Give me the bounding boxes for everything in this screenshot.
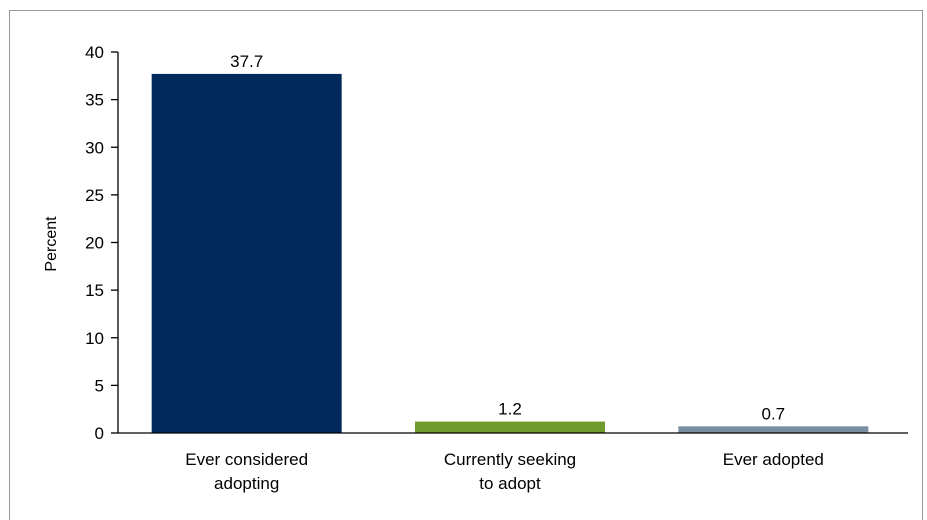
y-tick-label: 35 bbox=[85, 91, 104, 110]
x-category-label: Currently seeking bbox=[444, 450, 576, 469]
y-tick-label: 5 bbox=[95, 376, 104, 395]
bar bbox=[678, 426, 869, 433]
x-category-label: Ever adopted bbox=[723, 450, 824, 469]
y-tick-label: 20 bbox=[85, 234, 104, 253]
x-category-label: to adopt bbox=[479, 474, 541, 493]
bar bbox=[151, 73, 342, 433]
x-category-label: Ever considered bbox=[185, 450, 308, 469]
bars: 37.7 1.2 0.7 bbox=[151, 52, 869, 433]
chart-frame bbox=[9, 10, 923, 520]
y-tick-label: 0 bbox=[95, 424, 104, 443]
bar-value-label: 0.7 bbox=[762, 404, 786, 423]
bar-value-label: 1.2 bbox=[498, 400, 522, 419]
y-tick-label: 30 bbox=[85, 138, 104, 157]
x-axis: Ever considered adopting Currently seeking… bbox=[118, 432, 908, 493]
y-axis: 0 5 10 15 20 25 30 35 40 bbox=[85, 43, 119, 443]
y-axis-title: Percent bbox=[43, 216, 60, 272]
x-category-label: adopting bbox=[214, 474, 279, 493]
bar-value-label: 37.7 bbox=[230, 52, 263, 71]
y-tick-label: 25 bbox=[85, 186, 104, 205]
bar bbox=[415, 421, 605, 433]
y-tick-label: 40 bbox=[85, 43, 104, 62]
y-tick-label: 15 bbox=[85, 281, 104, 300]
y-tick-label: 10 bbox=[85, 329, 104, 348]
